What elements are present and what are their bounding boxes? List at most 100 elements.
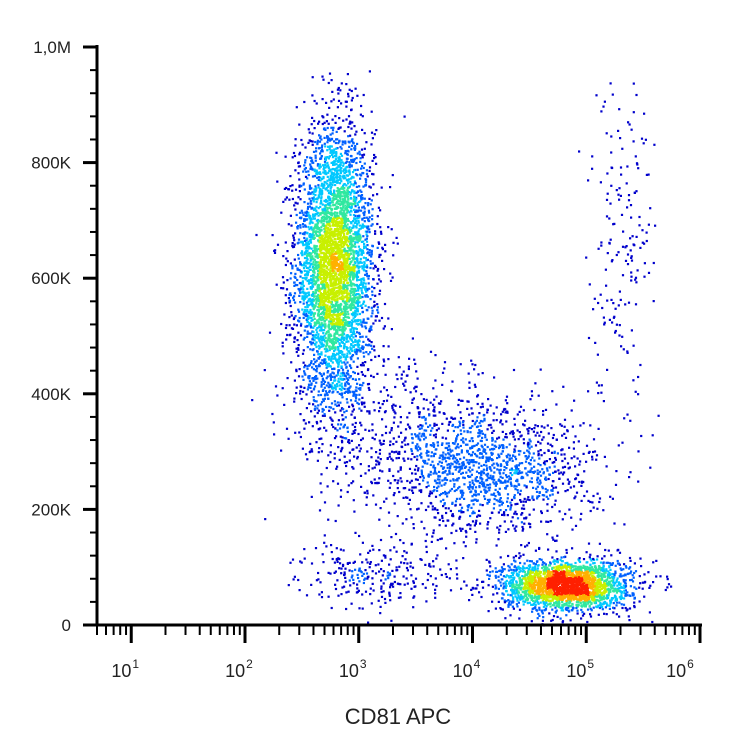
data-point (350, 197, 353, 200)
data-point (312, 336, 315, 339)
data-point (308, 131, 311, 134)
data-point (333, 197, 336, 200)
data-point (351, 423, 354, 426)
data-point (367, 338, 370, 341)
data-point (303, 219, 306, 222)
data-point (364, 181, 368, 184)
data-point (304, 239, 307, 242)
data-point (352, 250, 356, 253)
data-point (306, 177, 309, 180)
data-point (341, 231, 344, 234)
data-point (347, 246, 350, 249)
data-point (368, 249, 371, 252)
data-point (308, 380, 311, 383)
data-point (274, 385, 278, 388)
data-point (328, 263, 331, 266)
data-point (317, 320, 320, 324)
data-point (349, 330, 352, 333)
data-point (326, 290, 330, 294)
data-point (309, 239, 312, 242)
data-point (338, 157, 341, 160)
data-point (327, 81, 330, 85)
data-point (313, 127, 316, 130)
data-point (364, 202, 367, 205)
data-point (375, 129, 378, 132)
data-point (360, 174, 363, 177)
data-point (333, 313, 336, 316)
data-point (351, 274, 354, 277)
data-point (326, 182, 329, 185)
data-point (328, 147, 331, 151)
data-point (329, 269, 332, 272)
data-point (326, 393, 329, 397)
data-point (343, 270, 346, 273)
data-point (301, 211, 304, 214)
data-point (345, 174, 348, 177)
data-point (306, 156, 309, 159)
data-point (351, 249, 354, 252)
data-point (356, 216, 359, 219)
data-point (319, 373, 322, 376)
data-point (368, 287, 371, 290)
data-point (325, 101, 328, 104)
data-point (316, 141, 319, 144)
data-point (359, 157, 362, 160)
data-point (353, 180, 356, 183)
data-point (274, 249, 277, 252)
data-point (369, 262, 373, 265)
data-point (324, 128, 327, 131)
data-point (340, 224, 343, 227)
data-point (320, 345, 323, 348)
data-point (319, 205, 322, 208)
data-point (350, 205, 353, 208)
data-point (331, 352, 335, 356)
data-point (339, 270, 342, 273)
data-point (352, 370, 355, 374)
data-point (370, 456, 373, 459)
data-point (345, 105, 348, 108)
data-point (312, 330, 315, 334)
data-point (346, 324, 349, 327)
data-point (350, 291, 353, 294)
data-point (327, 357, 331, 360)
data-point (581, 593, 584, 596)
data-point (312, 258, 315, 261)
data-point (338, 278, 341, 281)
data-point (362, 286, 365, 289)
data-point (343, 344, 346, 347)
data-point (314, 377, 317, 381)
data-point (359, 236, 362, 239)
data-point (303, 233, 306, 236)
data-point (317, 234, 320, 237)
data-point (378, 293, 381, 296)
data-point (304, 310, 307, 313)
data-point (329, 232, 332, 235)
data-point (321, 251, 324, 254)
data-point (352, 306, 355, 310)
data-point (601, 557, 604, 560)
data-point (345, 265, 348, 269)
data-point (313, 399, 316, 403)
data-point (326, 330, 329, 334)
data-point (328, 323, 331, 326)
data-point (323, 338, 326, 342)
data-point (359, 260, 362, 263)
data-point (324, 300, 327, 303)
data-point (348, 337, 352, 340)
data-point (302, 244, 305, 247)
data-point (341, 201, 344, 204)
data-point (346, 320, 349, 324)
data-point (316, 143, 319, 146)
data-point (333, 203, 336, 206)
data-point (342, 254, 345, 257)
data-point (336, 385, 339, 388)
data-point (343, 219, 346, 222)
data-point (350, 165, 353, 168)
data-point (325, 230, 328, 233)
data-point (342, 236, 345, 239)
data-point (335, 216, 338, 219)
data-point (372, 194, 375, 197)
data-point (339, 268, 343, 271)
data-point (310, 187, 313, 190)
data-point (370, 344, 373, 347)
